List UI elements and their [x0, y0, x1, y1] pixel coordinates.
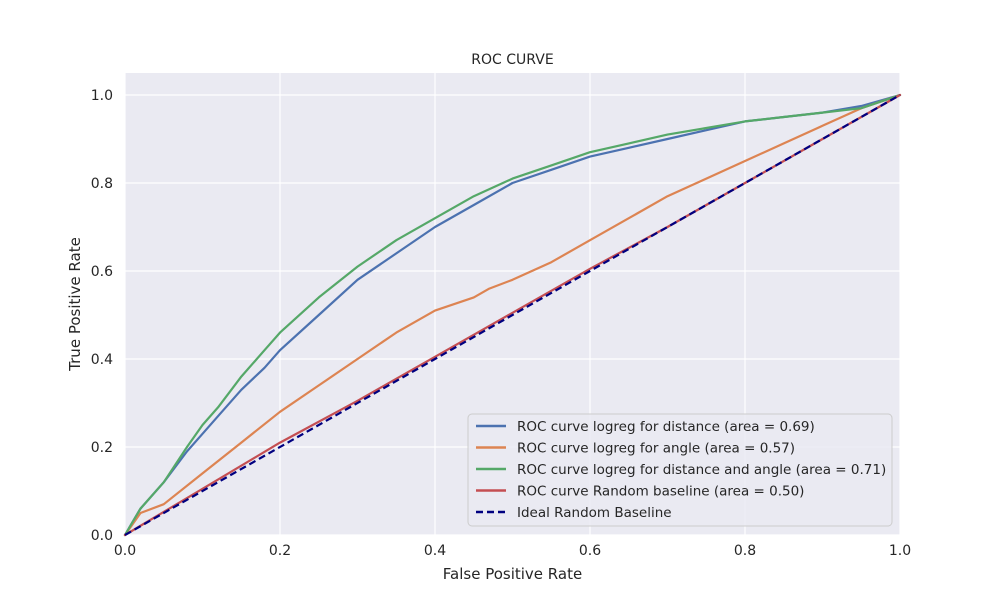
legend: ROC curve logreg for distance (area = 0.… [467, 413, 893, 527]
series-line-5 [124, 94, 901, 536]
y-tick-label: 1.0 [91, 88, 113, 104]
y-tick-label: 0.6 [91, 264, 113, 280]
legend-label-4: ROC curve Random baseline (area = 0.50) [517, 484, 804, 500]
x-tick-label: 1.0 [889, 543, 911, 559]
legend-label-1: ROC curve logreg for distance (area = 0.… [517, 419, 815, 435]
x-tick-label: 0.4 [424, 543, 446, 559]
y-tick-label: 0.4 [91, 352, 113, 368]
series-lines [123, 93, 902, 537]
y-tick-label: 0.0 [91, 528, 113, 544]
tick-labels: 0.0 0.2 0.4 0.6 0.8 1.0 0.0 0.2 0.4 0.6 0.8 1.0 [91, 88, 911, 559]
legend-label-3: ROC curve logreg for distance and angle … [517, 462, 886, 478]
x-axis-label: False Positive Rate [443, 565, 582, 583]
chart-title: ROC CURVE [471, 52, 553, 68]
series-line-2 [123, 93, 902, 537]
legend-label-5: Ideal Random Baseline [517, 505, 672, 521]
legend-label-2: ROC curve logreg for angle (area = 0.57) [517, 441, 795, 457]
x-tick-label: 0.2 [269, 543, 291, 559]
x-tick-label: 0.6 [579, 543, 601, 559]
y-tick-label: 0.8 [91, 176, 113, 192]
series-line-3 [123, 93, 902, 537]
x-tick-label: 0.8 [734, 543, 756, 559]
legend-box [467, 413, 893, 527]
x-tick-label: 0.0 [114, 543, 136, 559]
y-tick-label: 0.2 [91, 440, 113, 456]
y-axis-label: True Positive Rate [66, 237, 84, 372]
